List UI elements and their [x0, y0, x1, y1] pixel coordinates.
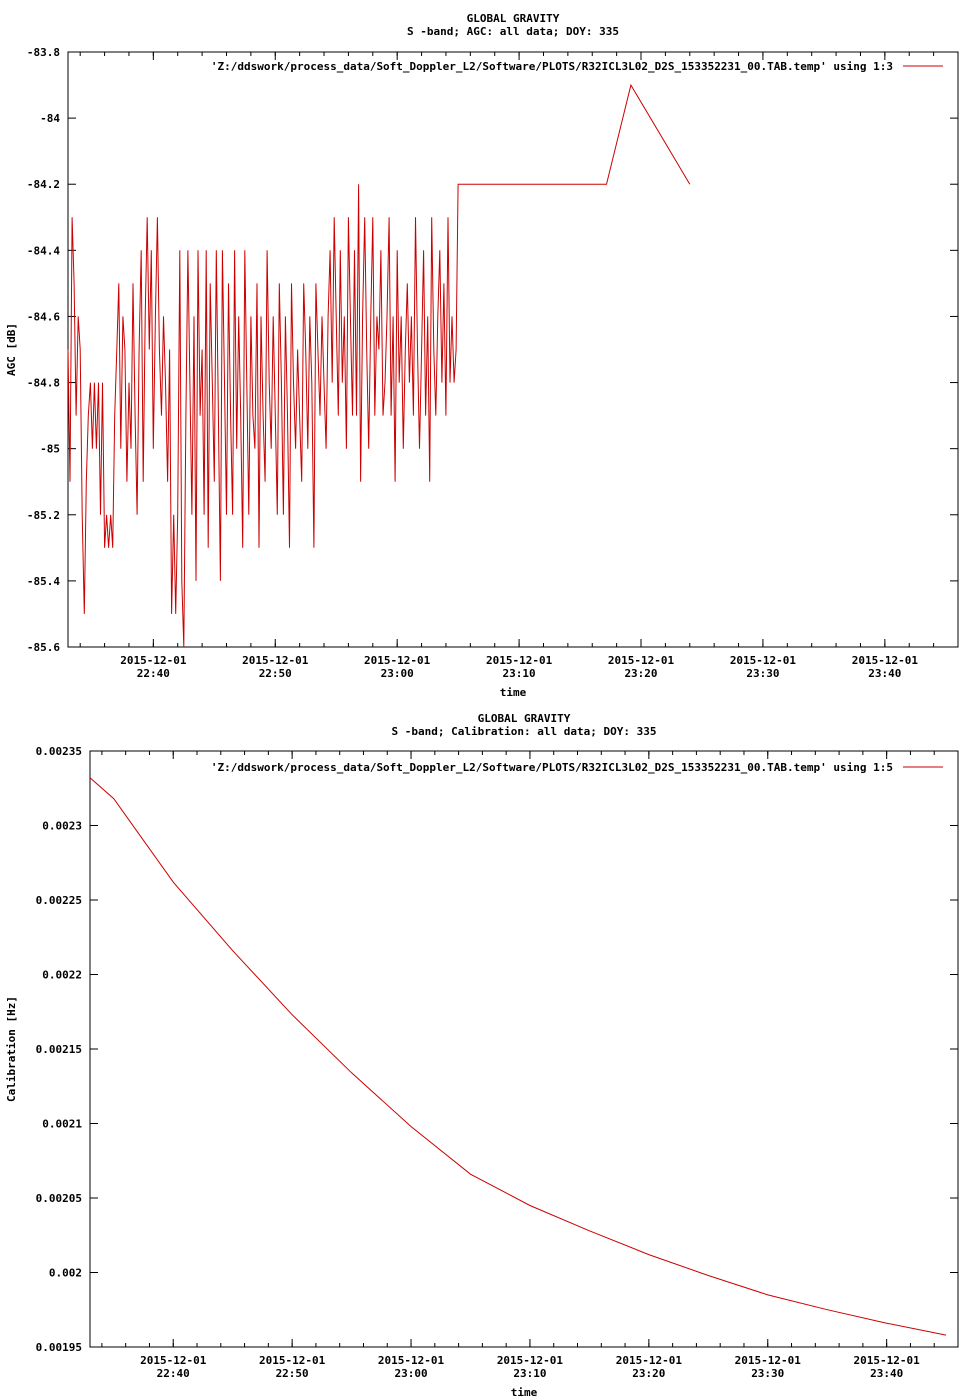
y-tick-label: -84.8	[27, 377, 60, 390]
x-tick-date: 2015-12-01	[497, 1354, 564, 1367]
y-tick-label: 0.00195	[36, 1341, 82, 1354]
series-line	[89, 777, 947, 1336]
x-tick-date: 2015-12-01	[735, 1354, 802, 1367]
x-tick-time: 23:40	[868, 667, 901, 680]
chart-subtitle: S -band; AGC: all data; DOY: 335	[407, 25, 619, 38]
x-tick-time: 23:20	[632, 1367, 665, 1380]
x-tick-date: 2015-12-01	[608, 654, 675, 667]
y-tick-label: -85.2	[27, 509, 60, 522]
x-tick-date: 2015-12-01	[140, 1354, 207, 1367]
chart-title: GLOBAL GRAVITY	[478, 712, 571, 725]
series-line	[67, 83, 691, 648]
y-tick-label: 0.0023	[42, 820, 82, 833]
x-tick-time: 22:40	[157, 1367, 190, 1380]
x-axis-label: time	[500, 686, 527, 699]
x-tick-date: 2015-12-01	[259, 1354, 326, 1367]
x-tick-date: 2015-12-01	[852, 654, 919, 667]
y-tick-label: -85.4	[27, 575, 60, 588]
x-tick-time: 22:50	[276, 1367, 309, 1380]
chart-subtitle: S -band; Calibration: all data; DOY: 335	[392, 725, 657, 738]
y-tick-label: 0.0022	[42, 969, 82, 982]
x-tick-time: 23:30	[746, 667, 779, 680]
x-tick-date: 2015-12-01	[364, 654, 431, 667]
x-tick-date: 2015-12-01	[616, 1354, 683, 1367]
y-axis-label: AGC [dB]	[5, 323, 18, 376]
x-tick-time: 23:00	[381, 667, 414, 680]
y-tick-label: 0.00205	[36, 1192, 82, 1205]
x-tick-date: 2015-12-01	[242, 654, 309, 667]
y-tick-label: -83.8	[27, 46, 60, 59]
y-tick-label: 0.002	[49, 1267, 82, 1280]
y-tick-label: -85.6	[27, 641, 60, 654]
y-tick-label: -84.4	[27, 244, 60, 257]
y-tick-label: -84.6	[27, 310, 60, 323]
y-tick-label: 0.00225	[36, 894, 82, 907]
x-tick-time: 23:40	[870, 1367, 903, 1380]
y-tick-label: 0.00215	[36, 1043, 82, 1056]
legend-label: 'Z:/ddswork/process_data/Soft_Doppler_L2…	[211, 60, 893, 73]
x-tick-time: 22:50	[259, 667, 292, 680]
x-tick-date: 2015-12-01	[486, 654, 553, 667]
chart-title: GLOBAL GRAVITY	[467, 12, 560, 25]
y-tick-label: -84	[40, 112, 60, 125]
x-tick-date: 2015-12-01	[120, 654, 187, 667]
x-tick-time: 23:10	[513, 1367, 546, 1380]
y-tick-label: -84.2	[27, 178, 60, 191]
x-tick-date: 2015-12-01	[854, 1354, 921, 1367]
y-tick-label: -85	[40, 443, 60, 456]
y-tick-label: 0.0021	[42, 1118, 82, 1131]
y-tick-label: 0.00235	[36, 745, 82, 758]
legend-label: 'Z:/ddswork/process_data/Soft_Doppler_L2…	[211, 761, 893, 774]
x-tick-time: 23:30	[751, 1367, 784, 1380]
x-tick-time: 22:40	[137, 667, 170, 680]
y-axis-label: Calibration [Hz]	[5, 996, 18, 1102]
x-tick-time: 23:10	[503, 667, 536, 680]
x-axis-label: time	[511, 1386, 538, 1399]
x-tick-date: 2015-12-01	[730, 654, 797, 667]
x-tick-date: 2015-12-01	[378, 1354, 445, 1367]
x-tick-time: 23:00	[394, 1367, 427, 1380]
x-tick-time: 23:20	[624, 667, 657, 680]
